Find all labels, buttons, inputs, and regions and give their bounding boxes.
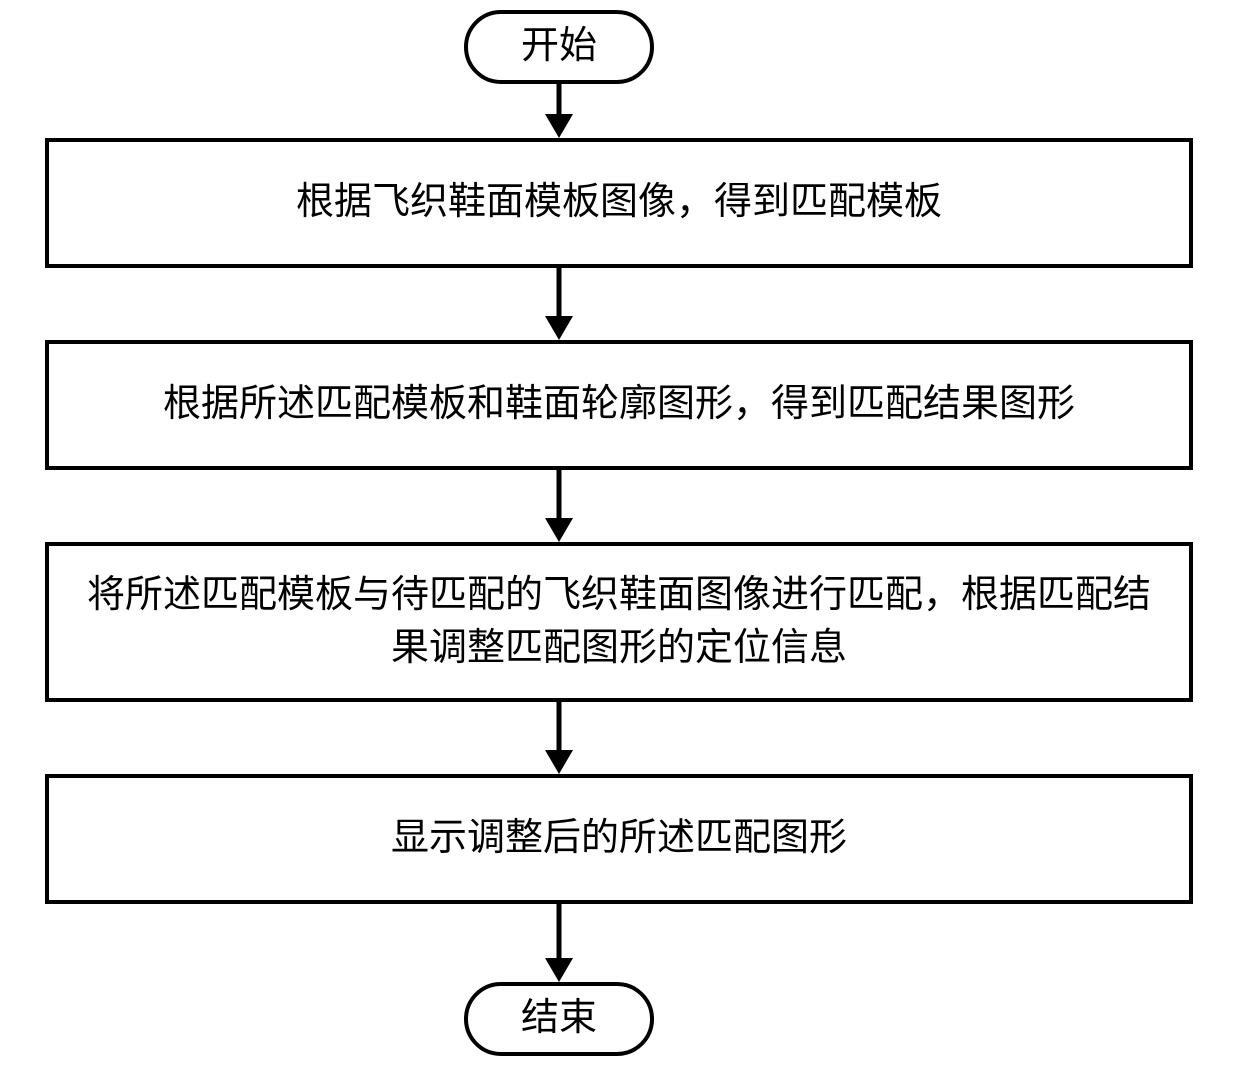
step1-label: 根据飞织鞋面模板图像，得到匹配模板 (296, 176, 942, 229)
flowchart-canvas: 开始 根据飞织鞋面模板图像，得到匹配模板 根据所述匹配模板和鞋面轮廓图形，得到匹… (0, 0, 1240, 1086)
arrow-2 (543, 470, 575, 542)
step4-node: 显示调整后的所述匹配图形 (45, 774, 1193, 904)
step2-label: 根据所述匹配模板和鞋面轮廓图形，得到匹配结果图形 (163, 378, 1075, 431)
step4-label: 显示调整后的所述匹配图形 (391, 812, 847, 865)
start-node: 开始 (464, 10, 654, 84)
end-node: 结束 (464, 982, 654, 1056)
arrow-4 (543, 904, 575, 982)
step2-node: 根据所述匹配模板和鞋面轮廓图形，得到匹配结果图形 (45, 340, 1193, 470)
end-label: 结束 (521, 992, 597, 1045)
step3-node: 将所述匹配模板与待匹配的飞织鞋面图像进行匹配，根据匹配结果调整匹配图形的定位信息 (45, 542, 1193, 702)
arrow-1 (543, 268, 575, 340)
arrow-0 (543, 84, 575, 138)
step1-node: 根据飞织鞋面模板图像，得到匹配模板 (45, 138, 1193, 268)
step3-label: 将所述匹配模板与待匹配的飞织鞋面图像进行匹配，根据匹配结果调整匹配图形的定位信息 (69, 569, 1169, 675)
arrow-3 (543, 702, 575, 774)
start-label: 开始 (521, 20, 597, 73)
